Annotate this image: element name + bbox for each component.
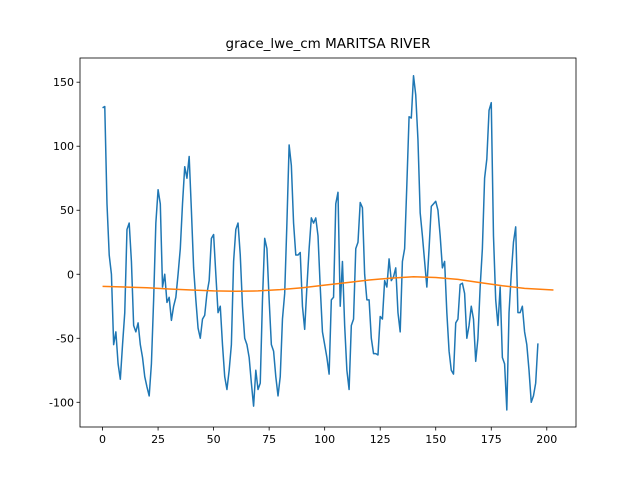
line-series	[102, 75, 539, 411]
x-tick-label: 25	[151, 433, 165, 446]
x-tick-label: 175	[481, 433, 502, 446]
y-tick-label: 0	[67, 268, 74, 281]
x-tick-label: 125	[370, 433, 391, 446]
chart-title: grace_lwe_cm MARITSA RIVER	[226, 36, 431, 52]
x-tick-label: 0	[99, 433, 106, 446]
x-tick-label: 75	[262, 433, 276, 446]
x-tick-label: 150	[425, 433, 446, 446]
plot-frame	[79, 57, 577, 428]
x-tick-label: 200	[536, 433, 557, 446]
y-tick-label: 100	[53, 140, 74, 153]
y-tick-label: 150	[53, 76, 74, 89]
x-tick-label: 100	[314, 433, 335, 446]
y-tick-label: -100	[49, 396, 74, 409]
y-tick-label: 50	[60, 204, 74, 217]
x-tick-label: 50	[207, 433, 221, 446]
y-tick-label: -50	[56, 332, 74, 345]
line-series	[102, 276, 554, 293]
